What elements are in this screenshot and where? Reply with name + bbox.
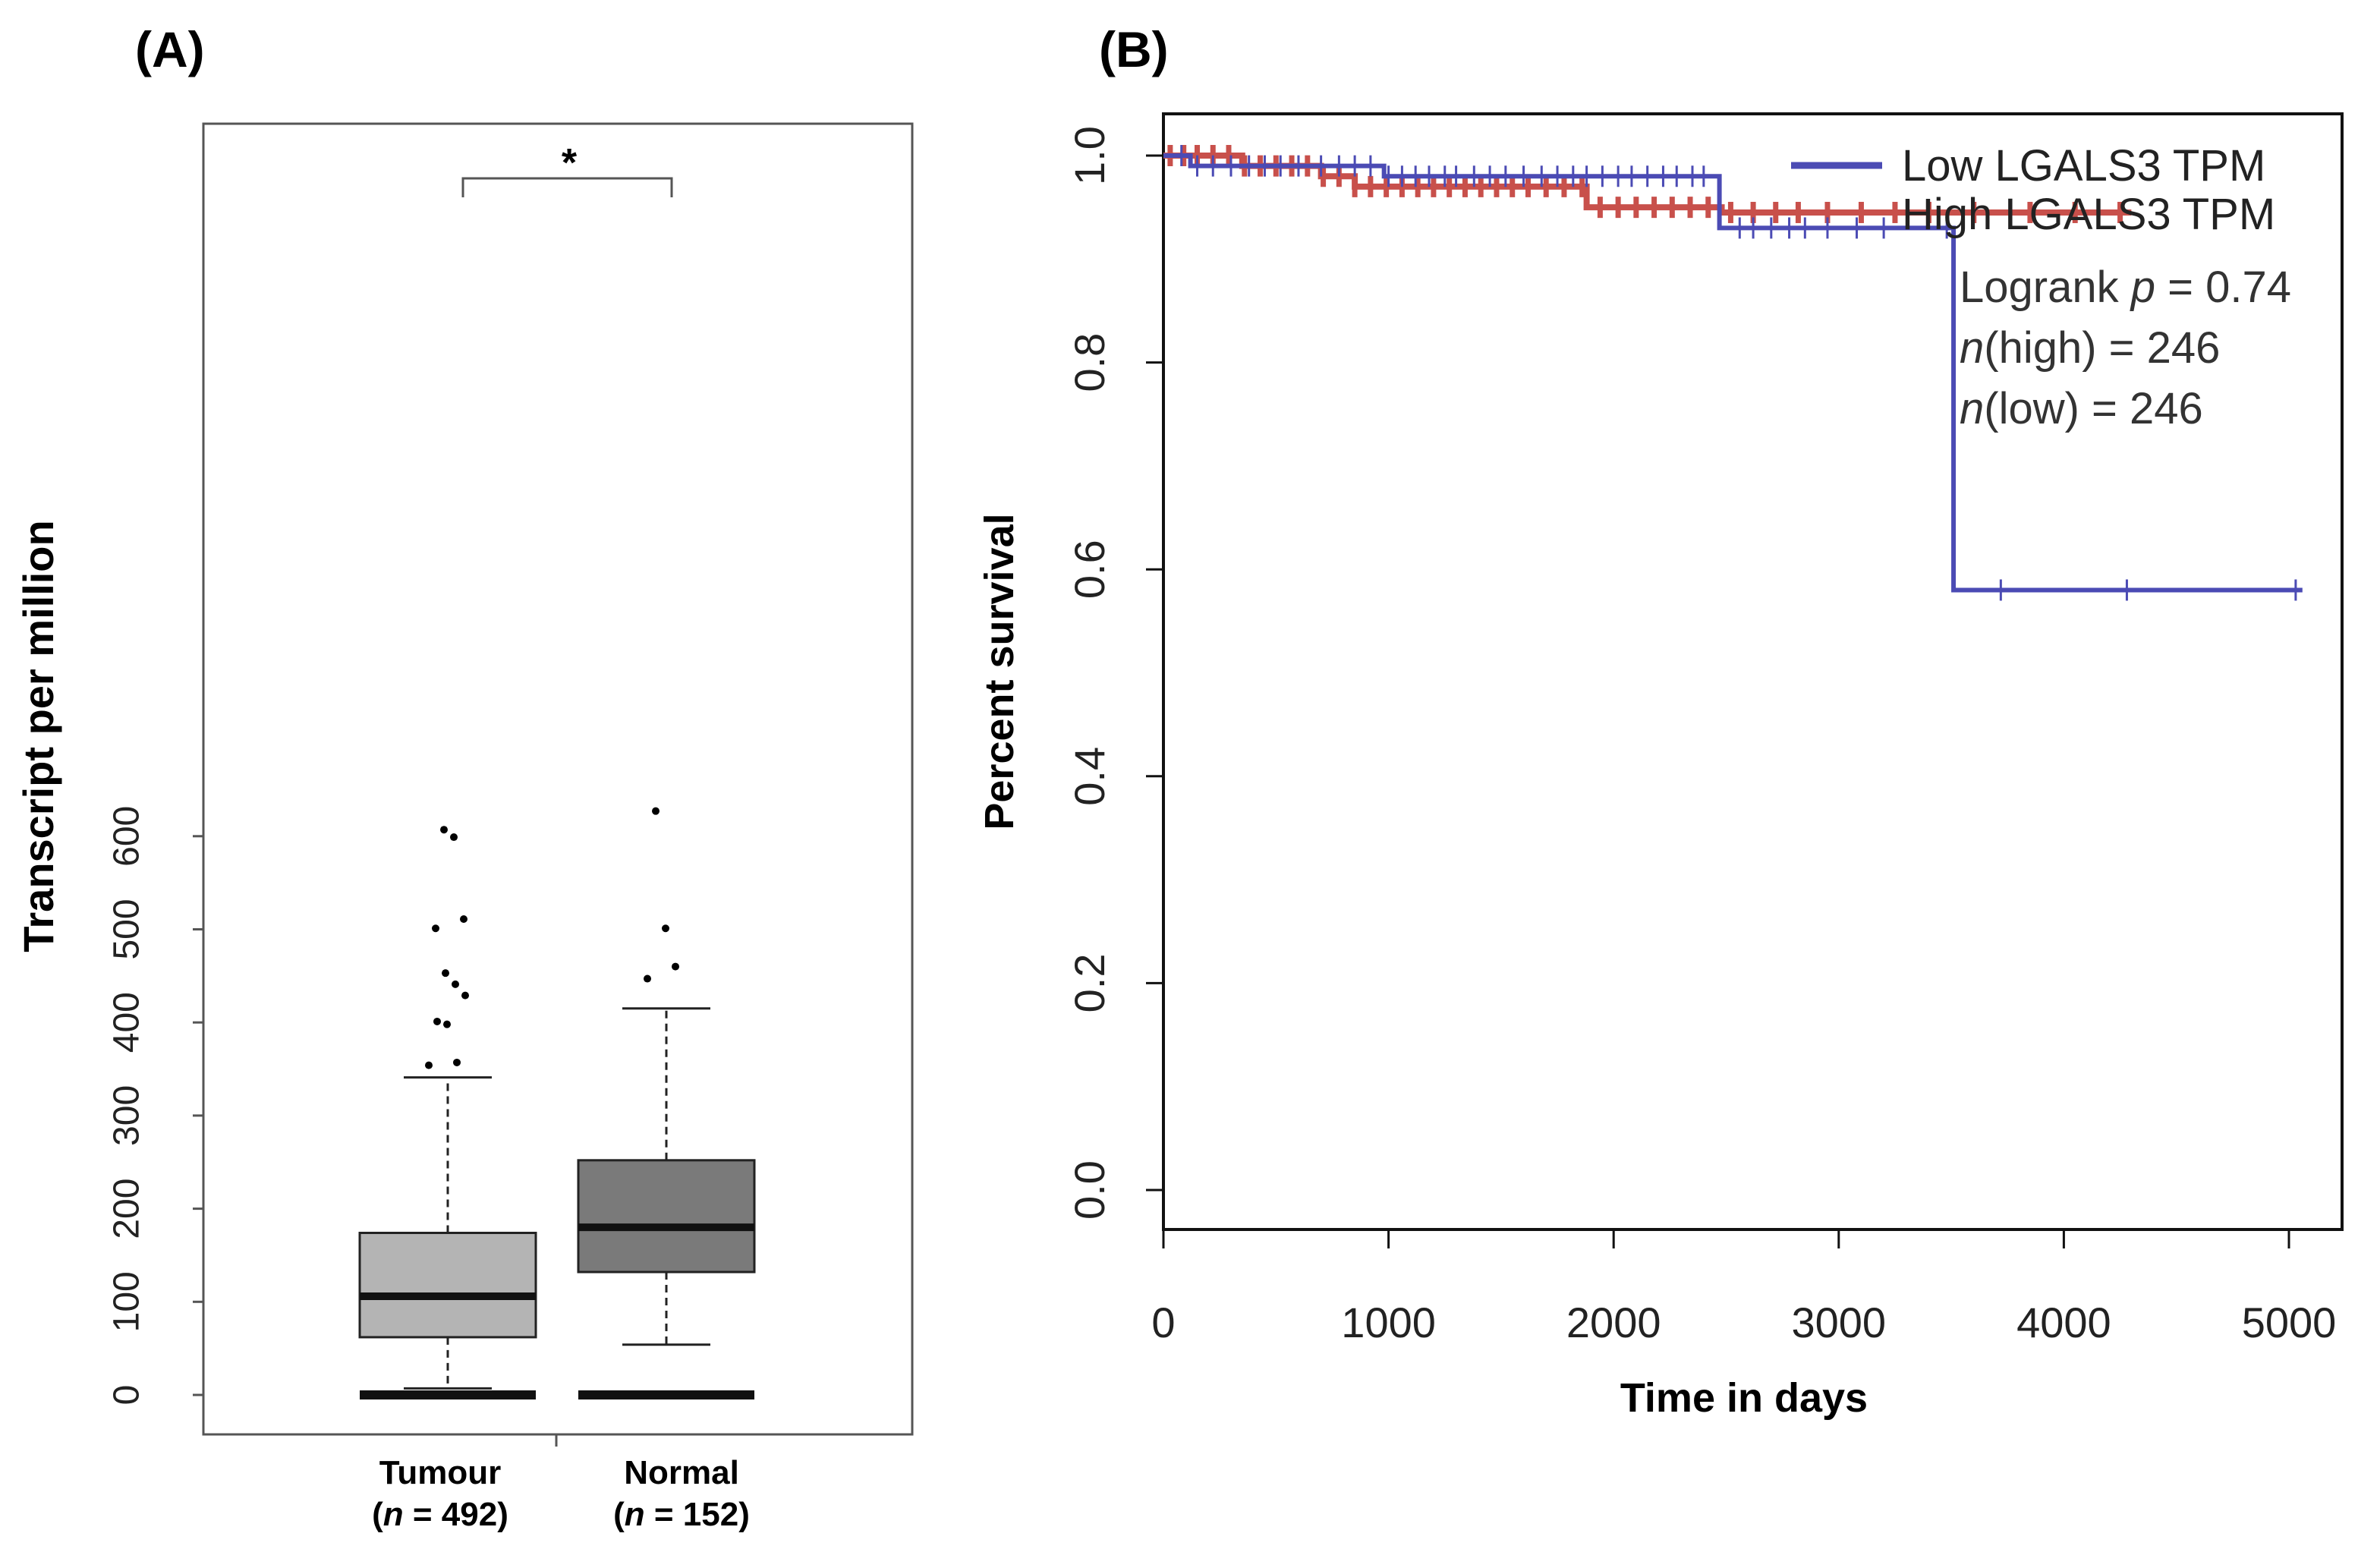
legend-high-label: High LGALS3 TPM xyxy=(1902,190,2275,239)
panel-b-y-axis: 0.0 0.2 0.4 0.6 0.8 1.0 xyxy=(1066,126,1163,1220)
outlier-point xyxy=(461,991,469,1000)
x-tick-label-0: 0 xyxy=(1151,1299,1175,1346)
x-tick-label-1000: 1000 xyxy=(1341,1299,1436,1346)
panel-a-x-categories: Tumour (n = 492) Normal (n = 152) xyxy=(372,1434,750,1533)
category-label-tumour: Tumour xyxy=(379,1454,502,1491)
n-high-text: n(high) = 246 xyxy=(1960,323,2220,373)
panel-b-label: (B) xyxy=(1099,21,1169,77)
logrank-annotation: Logrank p = 0.74 n(high) = 246 n(low) = … xyxy=(1960,263,2291,433)
outlier-point xyxy=(460,915,468,924)
outlier-point xyxy=(453,1058,461,1066)
panel-b-x-axis: 0 1000 2000 3000 4000 5000 xyxy=(1151,1229,2336,1346)
significance-bracket: * xyxy=(461,141,673,197)
y-tick-label-1: 0.2 xyxy=(1066,953,1113,1012)
y-tick-label-2: 0.4 xyxy=(1066,747,1113,806)
x-tick-label-3000: 3000 xyxy=(1792,1299,1887,1346)
y-tick-label-500: 500 xyxy=(107,899,147,959)
points-tumour xyxy=(425,826,469,1069)
panel-a-y-axis: 0 100 200 300 400 500 600 xyxy=(107,806,203,1406)
logrank-p-text: Logrank p = 0.74 xyxy=(1960,263,2291,312)
x-tick-label-2000: 2000 xyxy=(1566,1299,1661,1346)
outlier-point xyxy=(672,962,679,971)
survival-line-low xyxy=(1163,153,2303,593)
y-tick-label-0: 0.0 xyxy=(1066,1160,1113,1220)
panel-b-y-axis-label: Percent survival xyxy=(977,513,1022,830)
outlier-point xyxy=(432,924,439,933)
outlier-point xyxy=(433,1017,441,1025)
outlier-point xyxy=(662,924,669,933)
significance-bracket-line xyxy=(461,177,673,197)
panel-b: (B) 0.0 0.2 0.4 0.6 0.8 1.0 0 1000 2000 3000 4000… xyxy=(977,21,2344,1421)
survival-curves xyxy=(1163,145,2303,601)
outlier-point xyxy=(440,826,448,834)
n-low-text: n(low) = 246 xyxy=(1960,384,2203,433)
legend: Low LGALS3 TPM High LGALS3 TPM xyxy=(1791,141,2275,239)
y-tick-label-300: 300 xyxy=(107,1085,147,1146)
y-tick-label-100: 100 xyxy=(107,1271,147,1332)
y-tick-label-3: 0.6 xyxy=(1066,540,1113,599)
category-n-normal: (n = 152) xyxy=(613,1496,750,1533)
panel-a-label: (A) xyxy=(135,21,205,77)
x-tick-label-5000: 5000 xyxy=(2242,1299,2337,1346)
y-tick-label-0: 0 xyxy=(107,1385,147,1406)
panel-a-y-axis-label: Transcript per million xyxy=(14,520,62,952)
y-tick-label-200: 200 xyxy=(107,1179,147,1239)
outlier-point xyxy=(443,1020,451,1028)
y-tick-label-4: 0.8 xyxy=(1066,333,1113,392)
box-iqr-tumour xyxy=(358,1232,537,1339)
category-label-normal: Normal xyxy=(624,1454,739,1491)
box-normal xyxy=(577,807,756,1399)
panel-a-plot-frame xyxy=(202,122,914,1436)
panel-a-boxes xyxy=(358,807,756,1399)
box-iqr-normal xyxy=(577,1159,756,1274)
points-normal xyxy=(644,807,679,983)
x-tick-label-4000: 4000 xyxy=(2016,1299,2111,1346)
outlier-point xyxy=(452,980,459,988)
y-tick-label-600: 600 xyxy=(107,806,147,867)
curve-low xyxy=(1163,145,2303,601)
significance-star: * xyxy=(562,141,578,185)
y-tick-label-400: 400 xyxy=(107,992,147,1053)
outlier-point xyxy=(442,969,449,978)
outlier-point xyxy=(644,974,651,983)
category-n-tumour: (n = 492) xyxy=(372,1496,508,1533)
box-tumour xyxy=(358,826,537,1399)
panel-b-x-axis-label: Time in days xyxy=(1620,1375,1868,1421)
outlier-point xyxy=(425,1061,433,1069)
outlier-point xyxy=(450,833,458,842)
panel-a: (A) 0 100 200 300 400 500 600 Transcript per m… xyxy=(14,21,914,1533)
outlier-point xyxy=(652,807,660,815)
y-tick-label-5: 1.0 xyxy=(1066,126,1113,185)
panel-b-plot-frame xyxy=(1162,112,2344,1231)
legend-low-label: Low LGALS3 TPM xyxy=(1902,141,2265,190)
